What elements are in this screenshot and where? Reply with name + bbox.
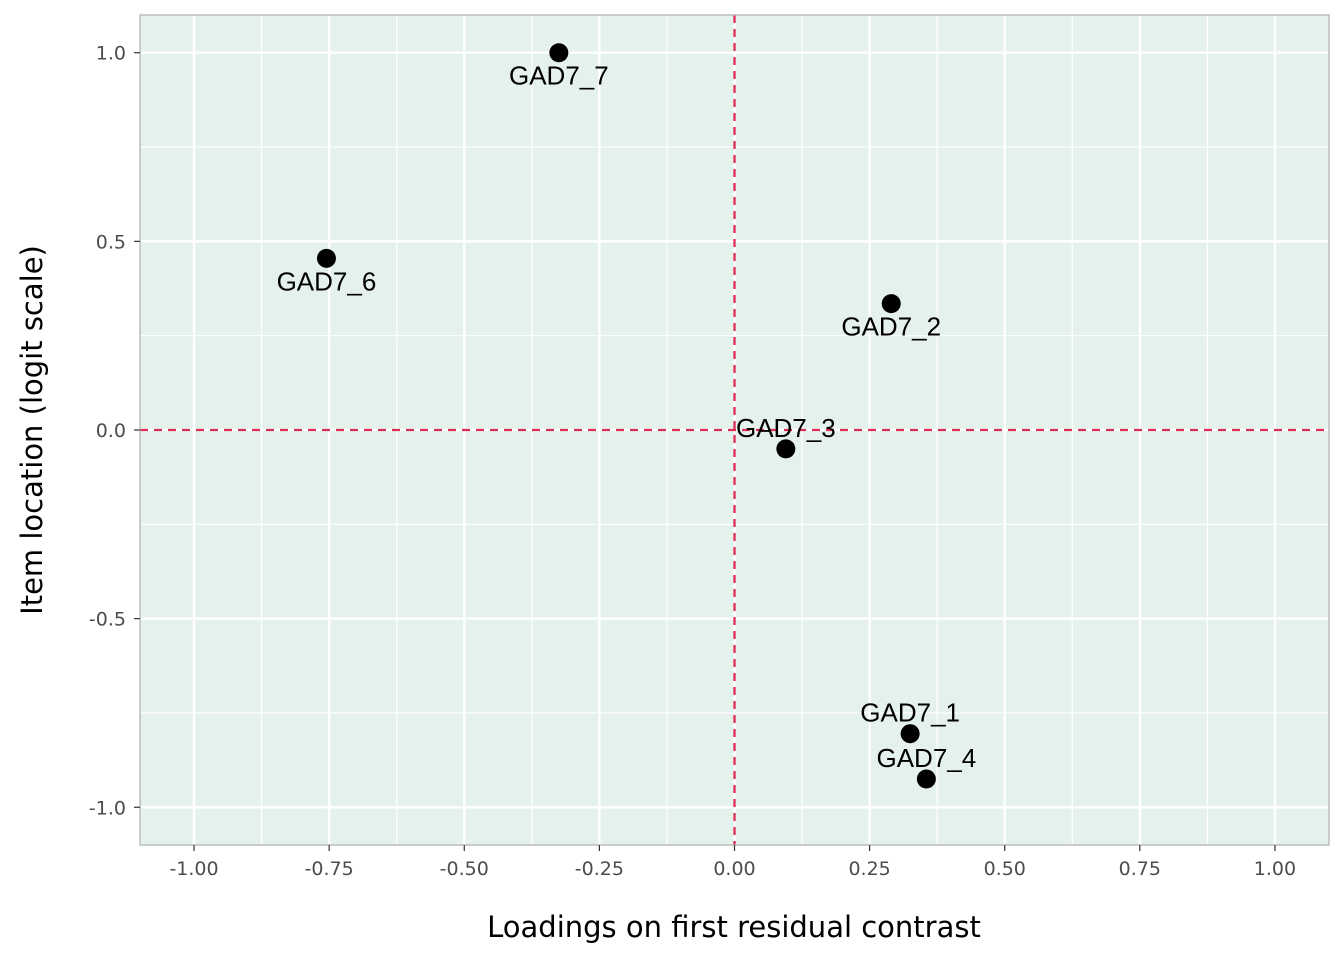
- y-axis-title: Item location (logit scale): [15, 245, 49, 615]
- point-label: GAD7_7: [509, 61, 609, 91]
- point-label: GAD7_2: [841, 312, 941, 342]
- y-tick-label: 1.0: [96, 43, 126, 65]
- x-tick-label: 0.75: [1119, 858, 1161, 880]
- x-axis-title: Loadings on first residual contrast: [487, 910, 981, 944]
- x-tick-label: 0.50: [984, 858, 1026, 880]
- reference-lines: [140, 15, 1329, 845]
- point-label: GAD7_3: [736, 413, 836, 443]
- data-point: [316, 248, 336, 268]
- data-point: [916, 769, 936, 789]
- point-label: GAD7_6: [277, 266, 377, 296]
- y-tick-label: 0.5: [96, 231, 126, 253]
- data-point: [776, 439, 796, 459]
- data-point: [549, 43, 569, 63]
- data-points: [316, 43, 936, 789]
- point-label: GAD7_4: [876, 743, 976, 773]
- x-axis-ticks: -1.00 -0.75 -0.50 -0.25 0.00 0.25 0.50 0.75 1.00: [169, 845, 1296, 880]
- x-tick-label: -0.50: [440, 858, 489, 880]
- y-axis-ticks: -1.0 -0.5 0.0 0.5 1.0: [89, 43, 140, 819]
- point-labels: GAD7_7 GAD7_6 GAD7_2 GAD7_3 GAD7_1 GAD7_4: [277, 61, 977, 773]
- x-tick-label: -1.00: [169, 858, 218, 880]
- x-tick-label: -0.25: [575, 858, 624, 880]
- x-tick-label: 1.00: [1254, 858, 1296, 880]
- y-tick-label: 0.0: [96, 420, 126, 442]
- y-tick-label: -1.0: [89, 797, 126, 819]
- point-label: GAD7_1: [860, 698, 960, 728]
- y-tick-label: -0.5: [89, 609, 126, 631]
- x-tick-label: 0.00: [713, 858, 755, 880]
- x-tick-label: -0.75: [305, 858, 354, 880]
- data-point: [881, 294, 901, 314]
- x-tick-label: 0.25: [848, 858, 890, 880]
- data-point: [900, 724, 920, 744]
